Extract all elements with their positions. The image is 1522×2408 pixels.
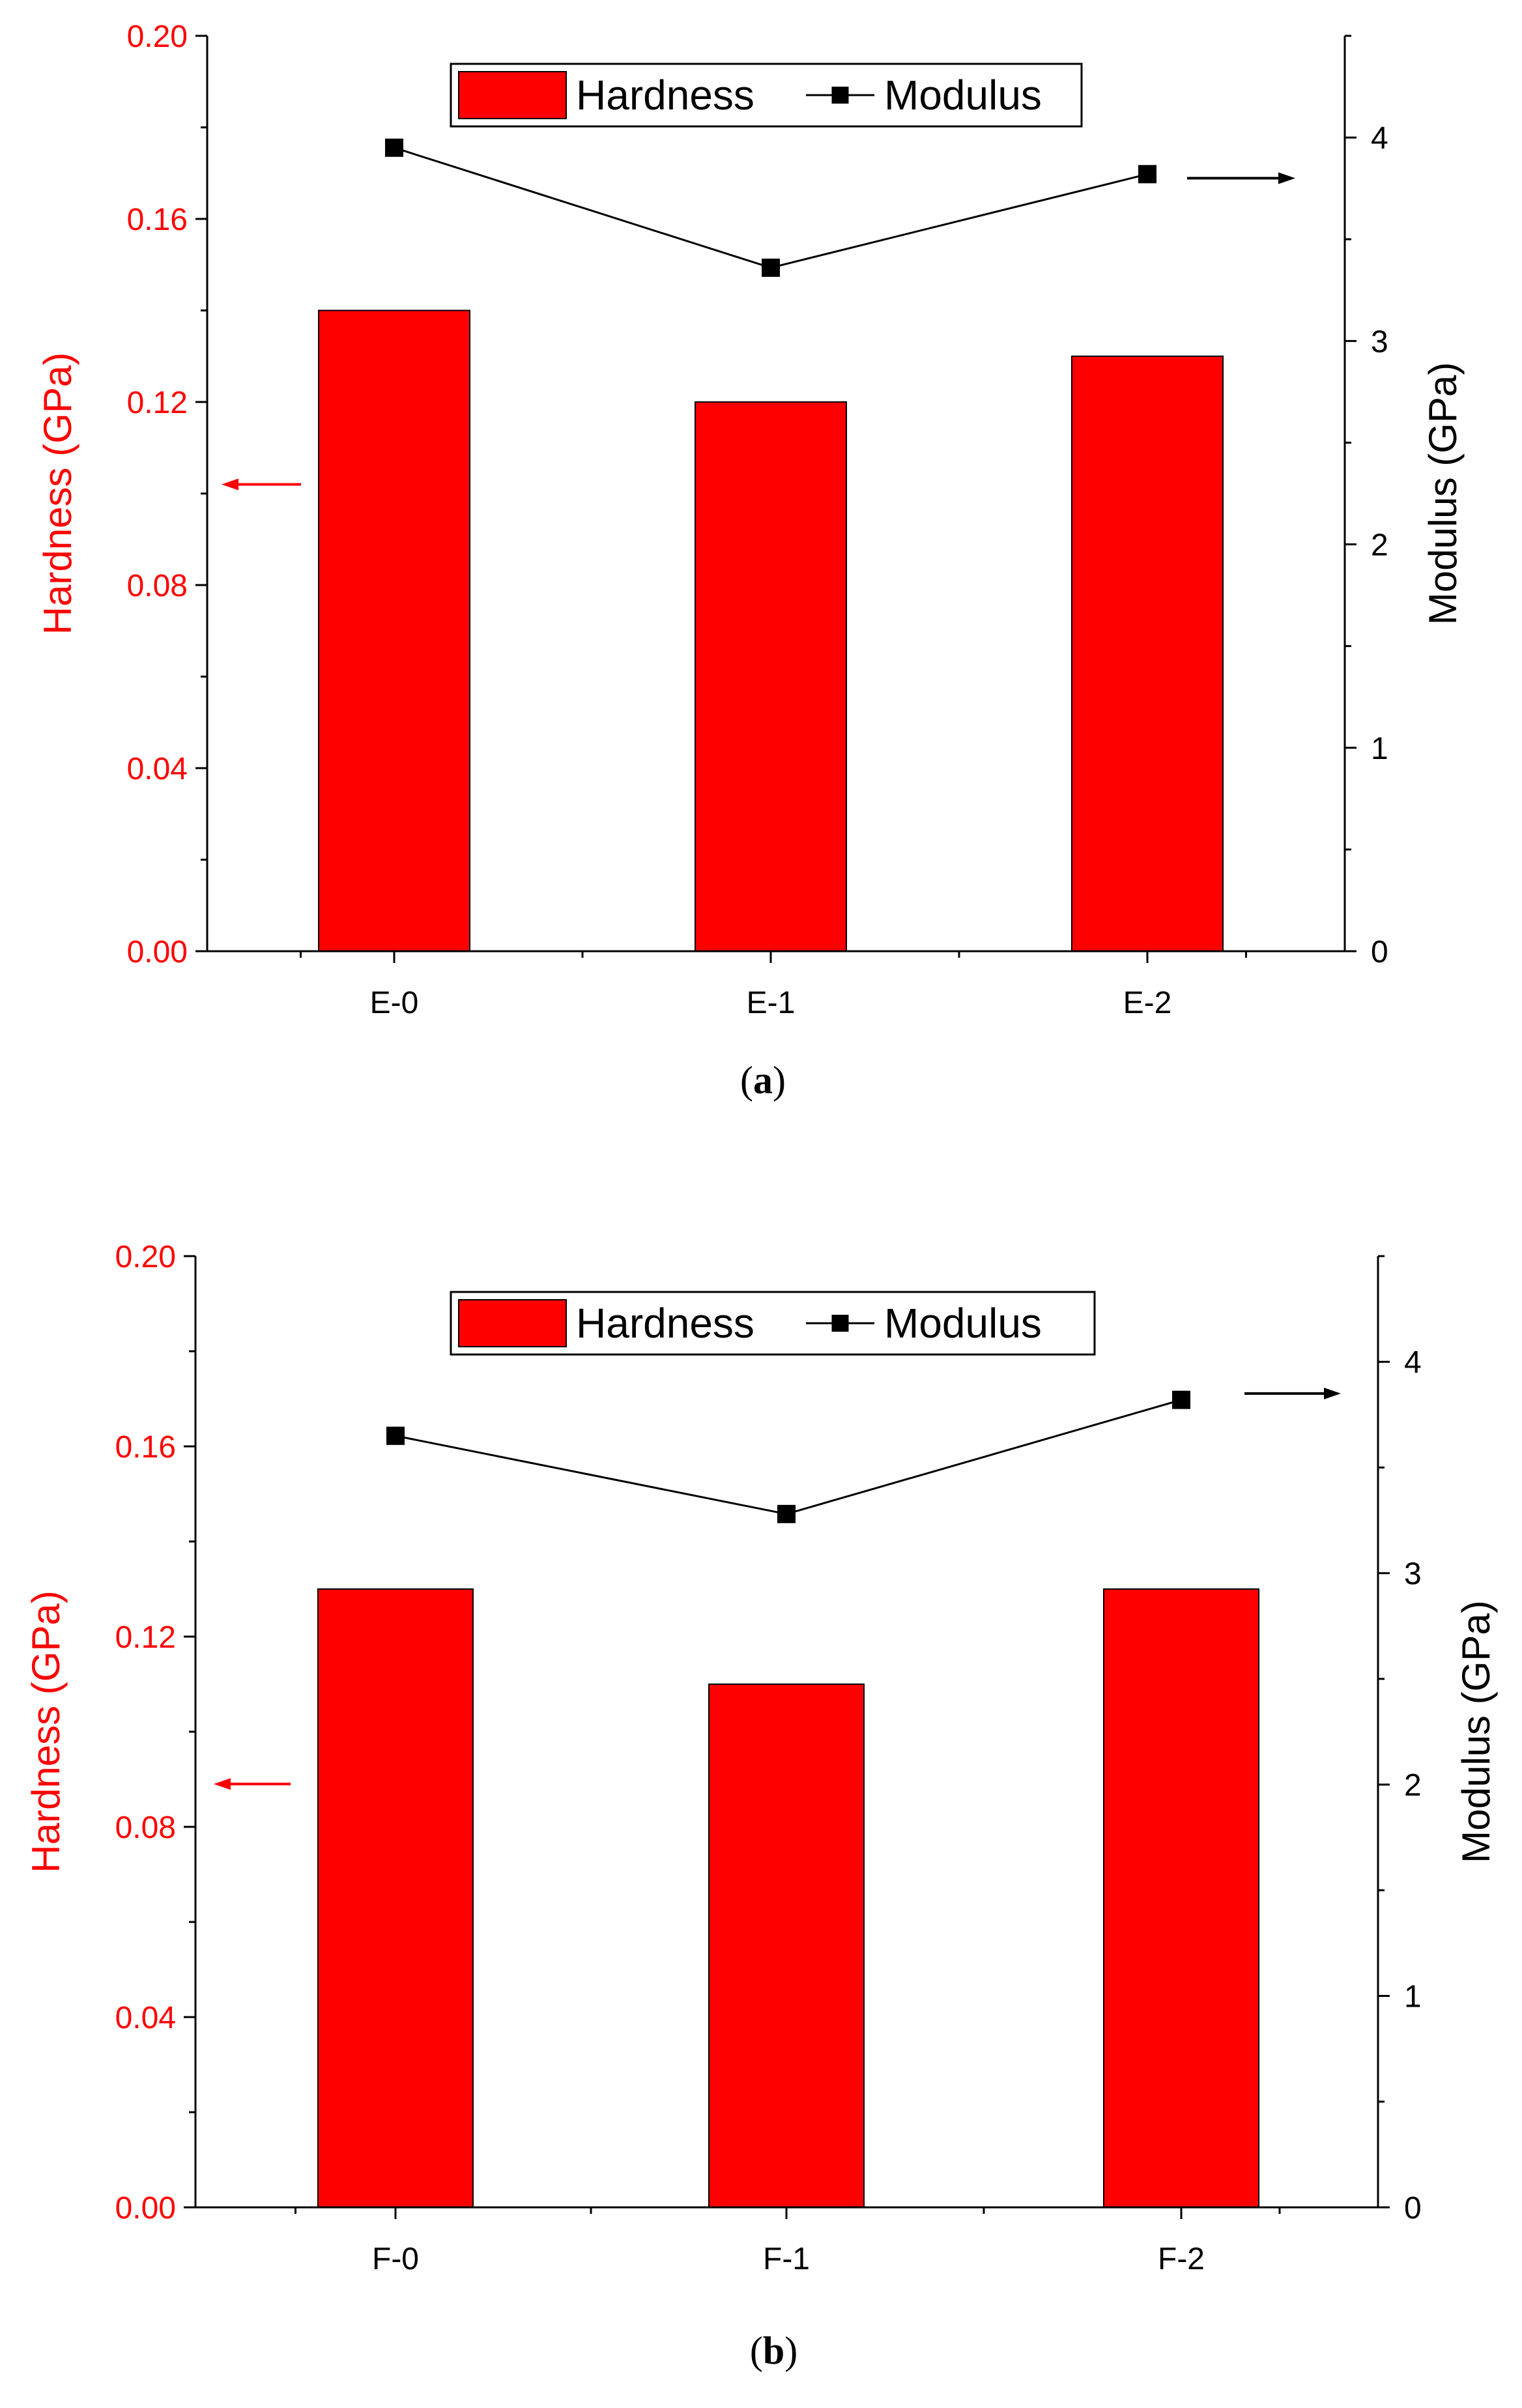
legend-modulus-label: Modulus — [884, 1300, 1042, 1347]
left-tick-label: 0.08 — [115, 1811, 176, 1845]
x-tick-label: E-1 — [747, 986, 796, 1020]
x-tick-label: F-0 — [372, 2242, 419, 2276]
hardness-bar — [695, 401, 847, 952]
caption-letter: a — [753, 1059, 773, 1102]
left-tick-label: 0.12 — [127, 386, 188, 420]
caption-letter: b — [763, 2329, 784, 2372]
right-tick-label: 3 — [1371, 324, 1388, 359]
x-tick-label: E-0 — [370, 986, 419, 1020]
right-tick-label: 0 — [1404, 2191, 1422, 2226]
x-tick-label: F-1 — [763, 2242, 810, 2276]
panel-b: 0.00 0.04 0.08 0.12 0.16 0.20 0 1 2 3 4 F-0 F-1 F-2 Ha… — [24, 1240, 1498, 2372]
modulus-point — [777, 1504, 796, 1523]
right-arrow-head — [1278, 172, 1295, 184]
left-tick-label: 0.20 — [115, 1240, 176, 1274]
left-axis-title: Hardness (GPa) — [36, 352, 79, 635]
legend-hardness-swatch — [458, 1299, 567, 1347]
hardness-bar — [1103, 1588, 1259, 2208]
right-tick-label: 3 — [1404, 1557, 1422, 1592]
left-tick-label: 0.00 — [115, 2191, 176, 2226]
modulus-point — [1172, 1390, 1190, 1409]
left-tick-label: 0.08 — [127, 569, 188, 603]
right-axis-title: Modulus (GPa) — [1454, 1600, 1498, 1863]
caption-close-paren: ) — [784, 2329, 797, 2372]
left-tick-label: 0.12 — [115, 1620, 176, 1655]
left-tick-label: 0.16 — [127, 203, 188, 237]
legend-hardness-label: Hardness — [576, 72, 754, 119]
legend-modulus-label: Modulus — [884, 72, 1042, 119]
legend-hardness-label: Hardness — [576, 1300, 754, 1347]
panel-caption: (b) — [750, 2329, 797, 2372]
panel-caption: (a) — [740, 1059, 786, 1102]
legend-hardness-swatch — [458, 71, 567, 119]
left-arrow-head — [214, 1778, 231, 1790]
left-tick-label: 0.04 — [127, 752, 188, 786]
x-tick-label: E-2 — [1123, 986, 1172, 1020]
modulus-point — [386, 1426, 405, 1445]
panel-a: 0.00 0.04 0.08 0.12 0.16 0.20 0 1 2 3 4 E-0 E-1 E-2 Ha… — [36, 20, 1465, 1102]
modulus-point — [762, 258, 780, 277]
right-tick-label: 1 — [1404, 1980, 1422, 2014]
right-tick-label: 4 — [1371, 121, 1388, 156]
right-tick-label: 4 — [1404, 1345, 1422, 1380]
legend-modulus-marker — [831, 1315, 849, 1332]
legend-modulus-marker — [831, 87, 849, 104]
right-tick-label: 1 — [1371, 732, 1388, 766]
left-tick-label: 0.20 — [127, 20, 188, 54]
right-axis-title: Modulus (GPa) — [1421, 362, 1465, 625]
caption-open-paren: ( — [740, 1059, 753, 1102]
right-tick-label: 2 — [1404, 1768, 1422, 1803]
hardness-bar — [708, 1684, 865, 2208]
left-tick-label: 0.16 — [115, 1430, 176, 1465]
left-axis-title: Hardness (GPa) — [24, 1590, 68, 1872]
left-tick-label: 0.04 — [115, 2001, 176, 2035]
right-tick-label: 0 — [1371, 935, 1388, 969]
hardness-bar — [317, 1588, 474, 2208]
right-tick-label: 2 — [1371, 528, 1388, 563]
left-arrow-head — [222, 478, 238, 491]
right-arrow-head — [1324, 1387, 1341, 1399]
modulus-point — [385, 138, 403, 157]
caption-close-paren: ) — [773, 1059, 786, 1102]
hardness-bar — [318, 309, 470, 952]
x-tick-label: F-2 — [1158, 2242, 1205, 2276]
caption-open-paren: ( — [750, 2329, 763, 2372]
hardness-bar — [1071, 355, 1224, 952]
modulus-point — [1138, 165, 1156, 184]
left-tick-label: 0.00 — [127, 935, 188, 969]
